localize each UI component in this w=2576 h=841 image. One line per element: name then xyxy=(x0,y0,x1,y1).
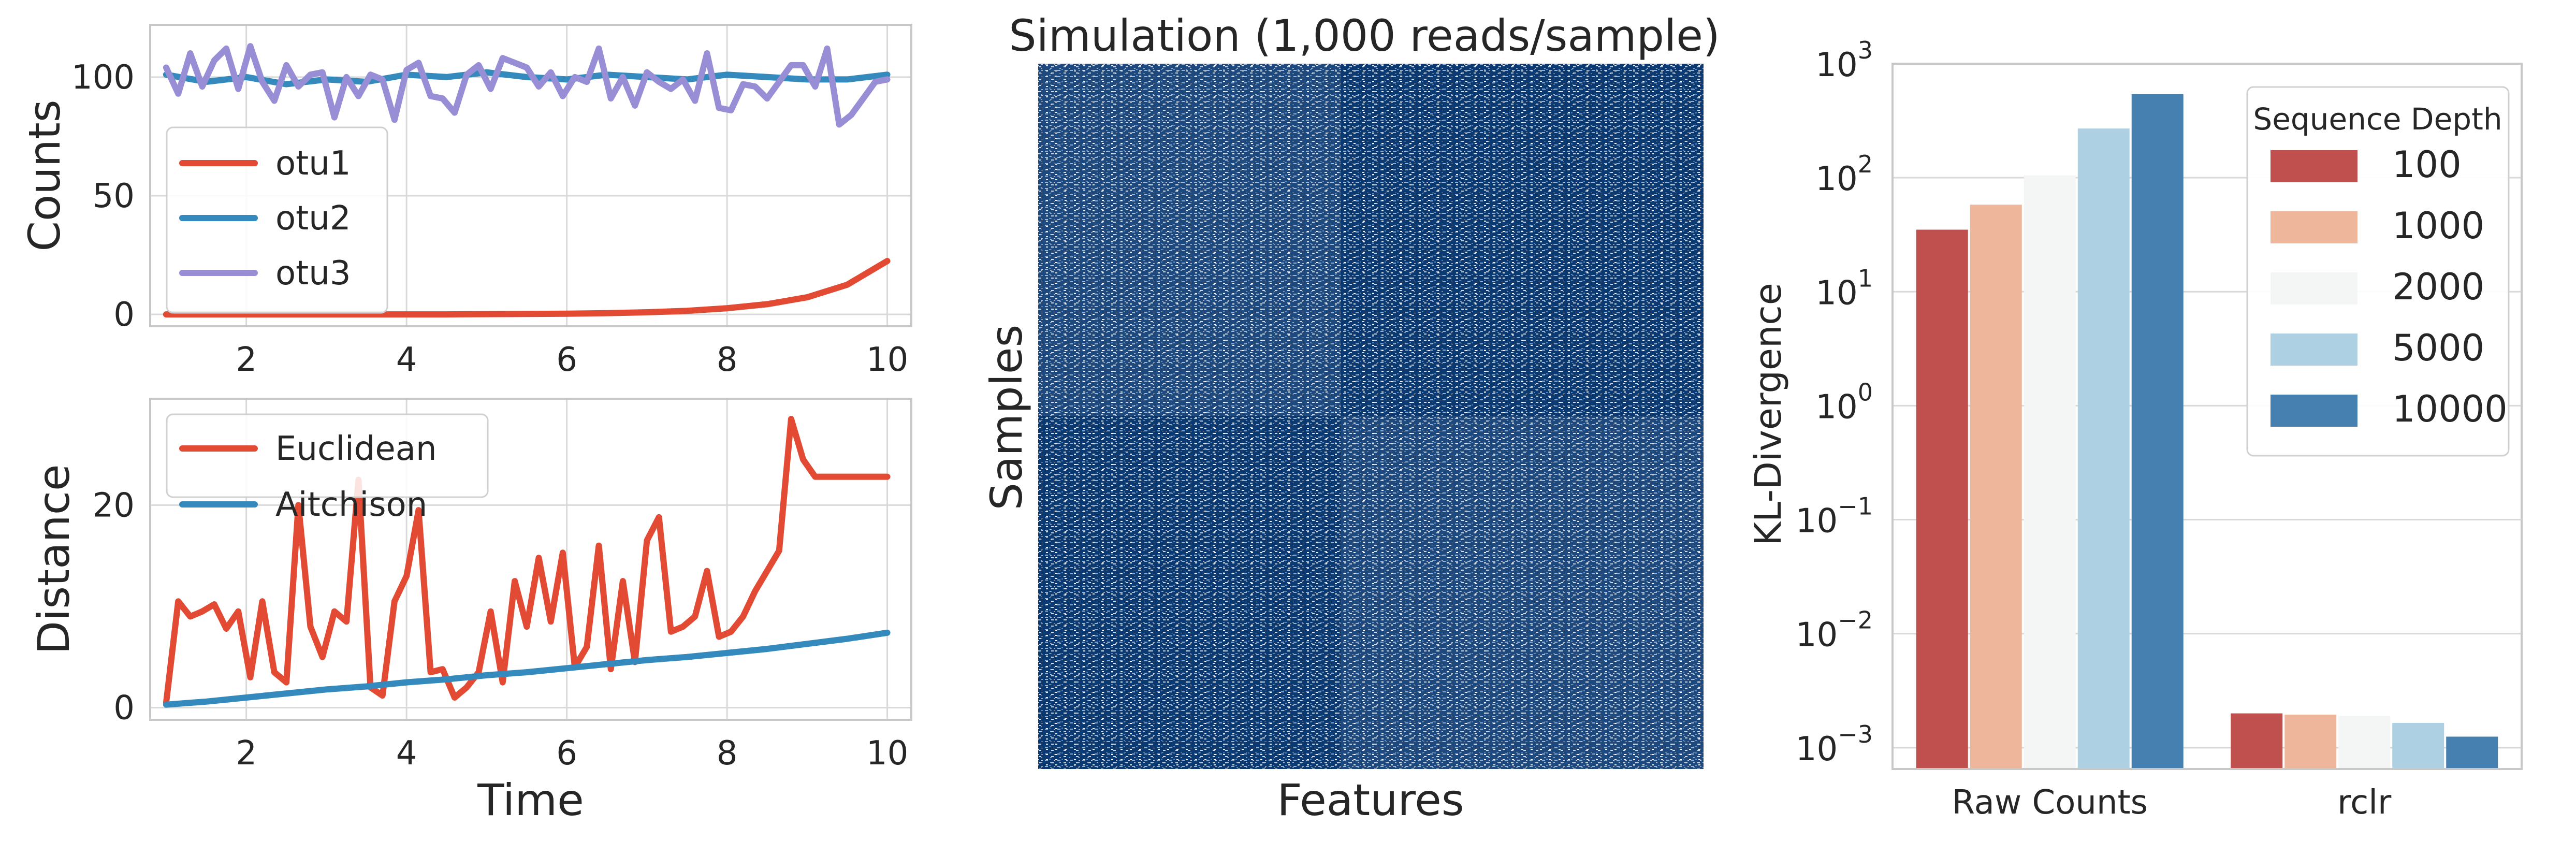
kl-category-label: rclr xyxy=(2337,784,2392,822)
kl-legend-swatch-5000 xyxy=(2271,334,2357,366)
kl-ytick-label: 10−3 xyxy=(1796,720,1873,769)
heatmap-ylabel: Samples xyxy=(981,325,1032,511)
distance-xtick-label: 8 xyxy=(717,734,738,773)
kl-legend-label-1000: 1000 xyxy=(2392,205,2484,247)
legend-label-otu1: otu1 xyxy=(275,144,351,183)
distance-line-aitchison xyxy=(163,629,891,708)
distance-ticks: 2 4 6 8 10 0 20 xyxy=(93,486,909,773)
kl-bar-2000 xyxy=(2338,716,2391,769)
kl-ytick-label: 10−2 xyxy=(1796,606,1873,655)
kl-legend: Sequence Depth 100 1000 2000 5000 10000 xyxy=(2246,86,2510,457)
distance-legend: Euclidean Aitchison xyxy=(166,413,489,524)
counts-ylabel: Counts xyxy=(19,99,70,251)
kl-ticks: 10−3 10−2 10−1 100 101 102 103 xyxy=(1796,36,1873,769)
distance-xtick-label: 4 xyxy=(396,734,417,773)
distance-ylabel: Distance xyxy=(28,464,79,654)
counts-line-otu3 xyxy=(163,43,891,128)
heatmap-cells-overlay xyxy=(1038,64,1704,769)
legend-label-otu2: otu2 xyxy=(275,199,351,238)
distance-legend-box xyxy=(166,413,489,498)
kl-category-label: Raw Counts xyxy=(1952,784,2148,822)
counts-legend-box xyxy=(166,126,388,314)
distance-series xyxy=(163,416,891,708)
distance-xtick-label: 6 xyxy=(556,734,577,773)
kl-frame xyxy=(1891,63,2523,770)
kl-legend-label-10000: 10000 xyxy=(2392,388,2508,430)
kl-ytick-label: 100 xyxy=(1815,378,1873,426)
heatmap-panel: Simulation (1,000 reads/sample) Features… xyxy=(981,10,1720,825)
kl-ytick-label: 102 xyxy=(1815,150,1873,198)
heatmap-title: Simulation (1,000 reads/sample) xyxy=(1009,10,1720,61)
kl-legend-entries: 100 1000 2000 5000 10000 xyxy=(2271,143,2508,430)
kl-bar-100 xyxy=(1916,229,1968,769)
kl-ylabel: KL-Divergence xyxy=(1747,283,1789,546)
legend-label-otu3: otu3 xyxy=(275,254,351,293)
kl-bar-1000 xyxy=(1970,205,2022,770)
time-xlabel: Time xyxy=(477,775,584,825)
kl-legend-label-2000: 2000 xyxy=(2392,266,2484,308)
kl-legend-swatch-1000 xyxy=(2271,211,2357,243)
kl-legend-swatch-100 xyxy=(2271,150,2357,182)
kl-bar-10000 xyxy=(2446,736,2498,769)
kl-legend-swatch-10000 xyxy=(2271,395,2357,427)
legend-label-euclidean: Euclidean xyxy=(275,430,437,468)
kl-bar-2000 xyxy=(2024,175,2076,769)
distance-frame xyxy=(149,398,912,721)
kl-ytick-label: 103 xyxy=(1815,36,1873,84)
counts-ytick-label: 100 xyxy=(71,59,135,97)
kl-bar-1000 xyxy=(2284,714,2337,769)
heatmap-xlabel: Features xyxy=(1277,775,1464,825)
kl-bar-100 xyxy=(2231,713,2283,769)
distance-ytick-label: 0 xyxy=(113,689,135,728)
counts-xtick-label: 8 xyxy=(717,341,738,379)
counts-legend: otu1 otu2 otu3 xyxy=(166,126,388,314)
distance-xtick-label: 2 xyxy=(236,734,257,773)
kl-panel: 10−3 10−2 10−1 100 101 102 103 KL-Divergence R… xyxy=(1747,36,2523,822)
kl-bar-10000 xyxy=(2131,94,2184,769)
counts-xtick-label: 6 xyxy=(556,341,577,379)
kl-bar-5000 xyxy=(2392,722,2444,769)
kl-legend-title: Sequence Depth xyxy=(2253,102,2502,137)
counts-xtick-label: 10 xyxy=(866,341,908,379)
kl-categories: Raw Counts rclr xyxy=(1952,784,2392,822)
legend-label-aitchison: Aitchison xyxy=(275,486,427,524)
counts-series xyxy=(163,43,891,318)
kl-legend-swatch-2000 xyxy=(2271,272,2357,304)
counts-ytick-label: 0 xyxy=(113,296,135,334)
counts-ytick-label: 50 xyxy=(93,177,135,215)
distance-line-euclidean xyxy=(163,416,891,706)
heatmap-block-a xyxy=(1038,64,1341,416)
kl-legend-label-100: 100 xyxy=(2392,143,2462,186)
kl-bars xyxy=(1916,94,2498,770)
counts-line-otu2 xyxy=(163,69,891,88)
kl-bar-5000 xyxy=(2077,128,2130,770)
counts-line-otu1 xyxy=(163,258,891,318)
kl-legend-label-5000: 5000 xyxy=(2392,327,2484,369)
counts-xtick-label: 2 xyxy=(236,341,257,379)
kl-ytick-label: 10−1 xyxy=(1796,492,1873,541)
counts-frame xyxy=(149,24,912,327)
kl-ytick-label: 101 xyxy=(1815,264,1873,312)
distance-panel: 2 4 6 8 10 0 20 Distance Time Euclidean Aitchi… xyxy=(28,398,912,825)
distance-xtick-label: 10 xyxy=(866,734,908,773)
distance-ytick-label: 20 xyxy=(93,486,135,525)
counts-xtick-label: 4 xyxy=(396,341,417,379)
heatmap-block-b xyxy=(1341,416,1704,769)
